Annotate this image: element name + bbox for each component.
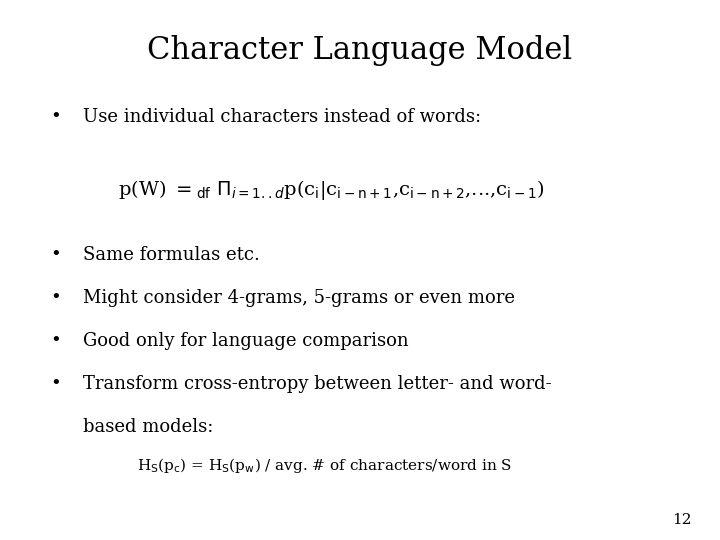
Text: H$_{\rm S}$(p$_{\rm c}$) = H$_{\rm S}$(p$_{\rm w}$) / avg. # of characters/word : H$_{\rm S}$(p$_{\rm c}$) = H$_{\rm S}$(p…: [137, 456, 512, 475]
Text: Same formulas etc.: Same formulas etc.: [83, 246, 260, 264]
Text: •: •: [50, 246, 61, 264]
Text: •: •: [50, 108, 61, 126]
Text: based models:: based models:: [83, 418, 213, 436]
Text: •: •: [50, 375, 61, 393]
Text: •: •: [50, 289, 61, 307]
Text: Use individual characters instead of words:: Use individual characters instead of wor…: [83, 108, 481, 126]
Text: •: •: [50, 332, 61, 350]
Text: Might consider 4-grams, 5-grams or even more: Might consider 4-grams, 5-grams or even …: [83, 289, 515, 307]
Text: p(W) $=_{\rm df}\ \Pi_{i=1..d}$p(c$_{\rm i}$|c$_{\rm i-n+1}$,c$_{\rm i-n+2}$,...: p(W) $=_{\rm df}\ \Pi_{i=1..d}$p(c$_{\rm…: [118, 178, 544, 202]
Text: 12: 12: [672, 512, 691, 526]
Text: Good only for language comparison: Good only for language comparison: [83, 332, 408, 350]
Text: Transform cross-entropy between letter- and word-: Transform cross-entropy between letter- …: [83, 375, 552, 393]
Text: Character Language Model: Character Language Model: [148, 35, 572, 66]
